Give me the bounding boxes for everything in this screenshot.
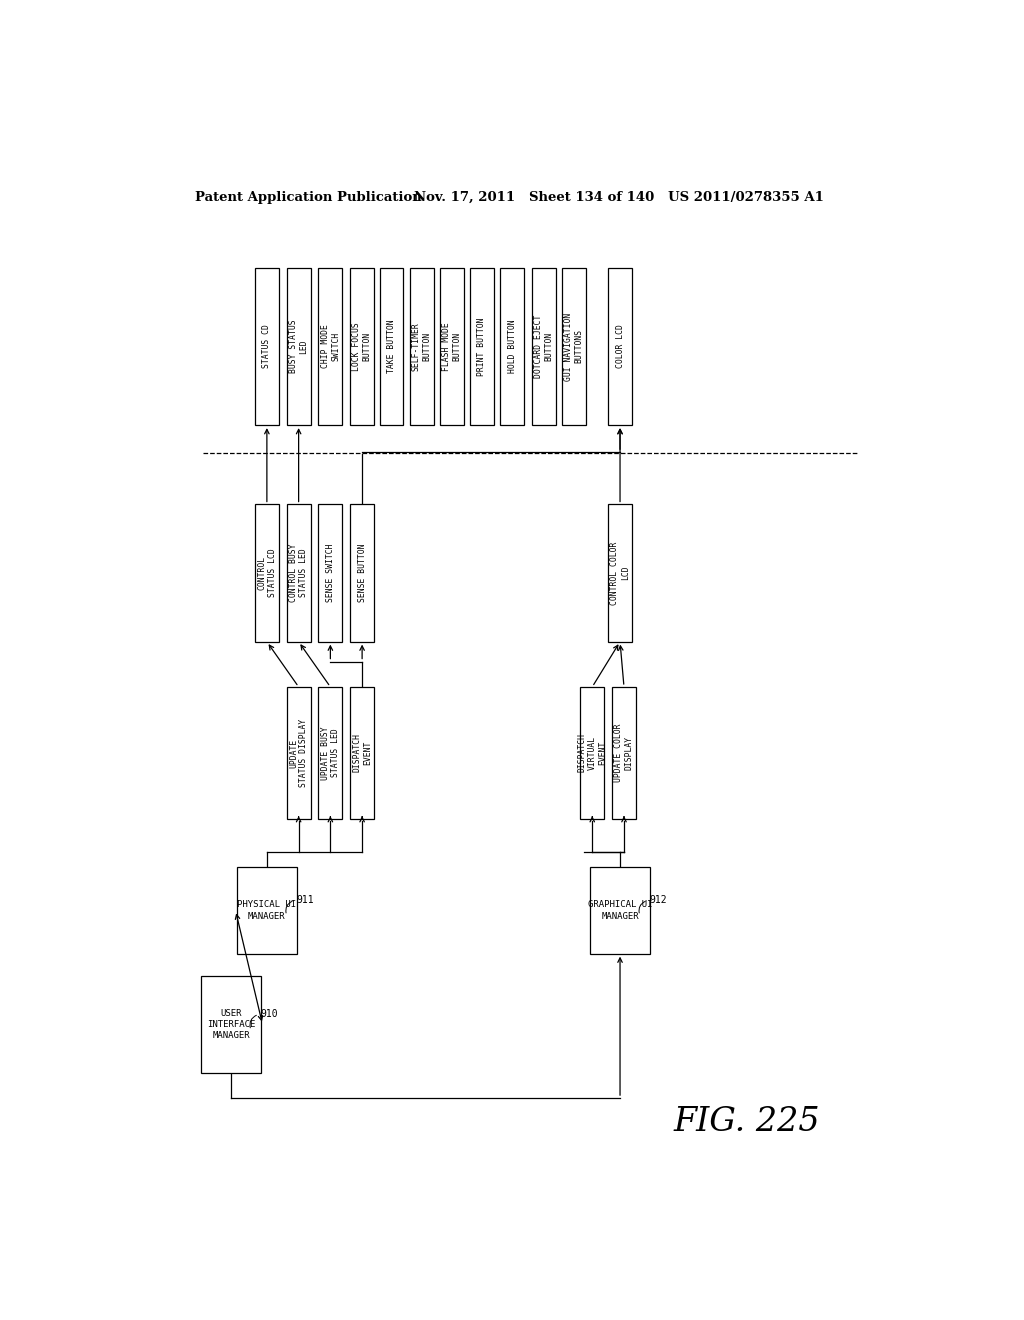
Bar (590, 867, 650, 954)
Text: CHIP MODE
SWITCH: CHIP MODE SWITCH (321, 325, 340, 368)
Text: DISPATCH
VIRTUAL
EVENT: DISPATCH VIRTUAL EVENT (578, 734, 607, 772)
Bar (350, 504, 374, 642)
Text: HOLD BUTTON: HOLD BUTTON (508, 319, 516, 374)
Text: FLASH MODE
BUTTON: FLASH MODE BUTTON (442, 322, 462, 371)
Text: GUI NAVIGATION
BUTTONS: GUI NAVIGATION BUTTONS (564, 313, 584, 380)
Bar (287, 686, 310, 818)
Bar (612, 686, 636, 818)
Text: PRINT BUTTON: PRINT BUTTON (477, 317, 486, 376)
Bar (531, 268, 556, 425)
Text: PHYSICAL UI
MANAGER: PHYSICAL UI MANAGER (238, 900, 296, 920)
Text: CONTROL
STATUS LCD: CONTROL STATUS LCD (257, 549, 276, 598)
Bar (380, 268, 403, 425)
Bar (255, 268, 279, 425)
Text: LOCK FOCUS
BUTTON: LOCK FOCUS BUTTON (352, 322, 372, 371)
Bar (562, 268, 586, 425)
Text: DOTCARD EJECT
BUTTON: DOTCARD EJECT BUTTON (535, 314, 554, 378)
Text: UPDATE COLOR
DISPLAY: UPDATE COLOR DISPLAY (614, 723, 634, 783)
Bar (255, 504, 279, 642)
Bar (287, 504, 310, 642)
Bar (410, 268, 433, 425)
Text: BUSY STATUS
LED: BUSY STATUS LED (289, 319, 308, 374)
Bar (608, 268, 632, 425)
Text: UPDATE BUSY
STATUS LED: UPDATE BUSY STATUS LED (321, 726, 340, 780)
Bar (202, 975, 261, 1073)
Text: COLOR LCD: COLOR LCD (615, 325, 625, 368)
Text: DISPATCH
EVENT: DISPATCH EVENT (352, 734, 372, 772)
Text: SENSE BUTTON: SENSE BUTTON (357, 544, 367, 602)
Bar (318, 504, 342, 642)
Bar (350, 686, 374, 818)
Bar (287, 268, 310, 425)
Bar (470, 268, 494, 425)
Text: 912: 912 (649, 895, 667, 906)
Bar (318, 686, 342, 818)
Bar (350, 268, 374, 425)
Bar (238, 867, 297, 954)
Text: SENSE SWITCH: SENSE SWITCH (326, 544, 335, 602)
Text: STATUS CD: STATUS CD (262, 325, 271, 368)
Text: FIG. 225: FIG. 225 (674, 1106, 820, 1138)
Bar (581, 686, 604, 818)
Text: SELF-TIMER
BUTTON: SELF-TIMER BUTTON (412, 322, 431, 371)
Text: Patent Application Publication: Patent Application Publication (196, 190, 422, 203)
Text: UPDATE
STATUS DISPLAY: UPDATE STATUS DISPLAY (289, 719, 308, 787)
Text: Nov. 17, 2011   Sheet 134 of 140   US 2011/0278355 A1: Nov. 17, 2011 Sheet 134 of 140 US 2011/0… (414, 190, 823, 203)
Text: CONTROL COLOR
LCD: CONTROL COLOR LCD (610, 541, 630, 605)
Text: 910: 910 (260, 1010, 279, 1019)
Text: TAKE BUTTON: TAKE BUTTON (387, 319, 396, 374)
Text: USER
INTERFACE
MANAGER: USER INTERFACE MANAGER (207, 1008, 255, 1040)
Bar (318, 268, 342, 425)
Bar (608, 504, 632, 642)
Bar (500, 268, 524, 425)
Bar (440, 268, 464, 425)
Text: GRAPHICAL UI
MANAGER: GRAPHICAL UI MANAGER (588, 900, 652, 920)
Text: 911: 911 (296, 895, 314, 906)
Text: CONTROL BUSY
STATUS LED: CONTROL BUSY STATUS LED (289, 544, 308, 602)
